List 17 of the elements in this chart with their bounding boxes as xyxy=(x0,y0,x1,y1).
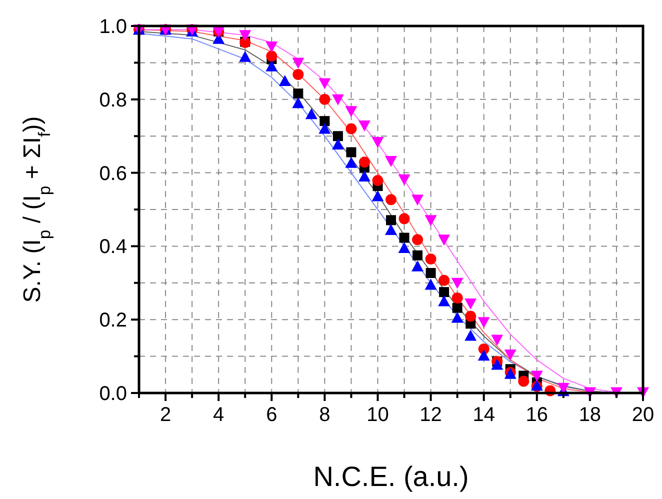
y-tick-label: 0.4 xyxy=(99,236,127,258)
y-tick-label: 0.8 xyxy=(99,89,127,112)
x-axis-title: N.C.E. (a.u.) xyxy=(313,461,469,492)
y-tick-label: 1.0 xyxy=(99,16,127,38)
x-tick-label: 4 xyxy=(213,404,224,426)
x-tick-label: 14 xyxy=(472,404,495,426)
x-tick-label: 10 xyxy=(366,404,389,426)
x-tick-label: 20 xyxy=(632,404,654,426)
x-tick-label: 6 xyxy=(266,404,278,426)
x-tick-label: 16 xyxy=(526,404,548,426)
x-tick-label: 2 xyxy=(160,404,172,426)
y-tick-label: 0.2 xyxy=(99,310,127,332)
x-tick-label: 12 xyxy=(420,404,442,426)
x-tick-label: 8 xyxy=(319,404,330,426)
y-tick-label: 0.0 xyxy=(99,383,127,405)
x-tick-label: 18 xyxy=(578,404,602,426)
y-tick-label: 0.6 xyxy=(99,162,127,185)
